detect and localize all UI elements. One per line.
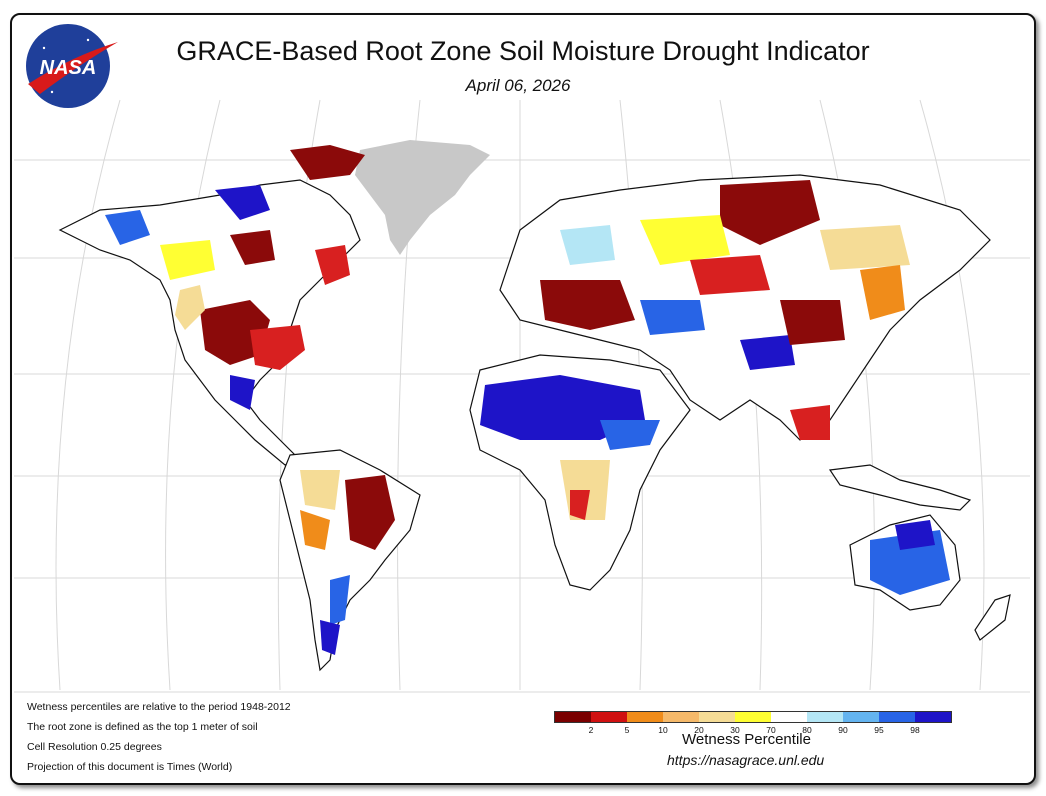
note-period: Wetness percentiles are relative to the … [27,701,291,713]
legend-tick: 30 [730,725,740,735]
legend-swatch [843,712,879,722]
legend-tick: 98 [910,725,920,735]
legend-swatch [627,712,663,722]
legend-color-bar [554,711,952,723]
legend-title: Wetness Percentile [682,731,811,748]
islands [828,464,972,511]
legend: 2 5 10 20 30 70 80 90 95 98 [554,711,952,737]
legend-tick: 90 [838,725,848,735]
map-date: April 06, 2026 [465,76,571,95]
legend-swatch [663,712,699,722]
nasa-logo: NASA [26,24,118,108]
legend-ticks: 2 5 10 20 30 70 80 90 95 98 [554,723,950,737]
australia [849,514,961,611]
greenland [355,140,490,255]
note-projection: Projection of this document is Times (Wo… [27,761,233,773]
nasa-logo-text: NASA [40,57,97,79]
new-zealand [974,594,1011,641]
legend-swatch [879,712,915,722]
source-url[interactable]: https://nasagrace.unl.edu [667,752,825,768]
legend-swatch [771,712,807,722]
legend-swatch [591,712,627,722]
notes: Wetness percentiles are relative to the … [27,697,291,777]
page-title: GRACE-Based Root Zone Soil Moisture Drou… [176,36,870,66]
legend-tick: 80 [802,725,812,735]
legend-swatch [915,712,951,722]
legend-tick: 5 [624,725,630,735]
legend-tick: 2 [588,725,594,735]
legend-swatch [735,712,771,722]
north-america [58,145,365,466]
legend-tick: 20 [694,725,704,735]
note-root-zone: The root zone is defined as the top 1 me… [27,721,258,733]
legend-tick: 95 [874,725,884,735]
legend-tick: 10 [658,725,668,735]
south-america [279,449,421,672]
legend-tick: 70 [766,725,776,735]
note-resolution: Cell Resolution 0.25 degrees [27,741,162,753]
eurasia [499,174,991,441]
legend-swatch [699,712,735,722]
africa [469,354,691,591]
legend-swatch [555,712,591,722]
legend-swatch [807,712,843,722]
